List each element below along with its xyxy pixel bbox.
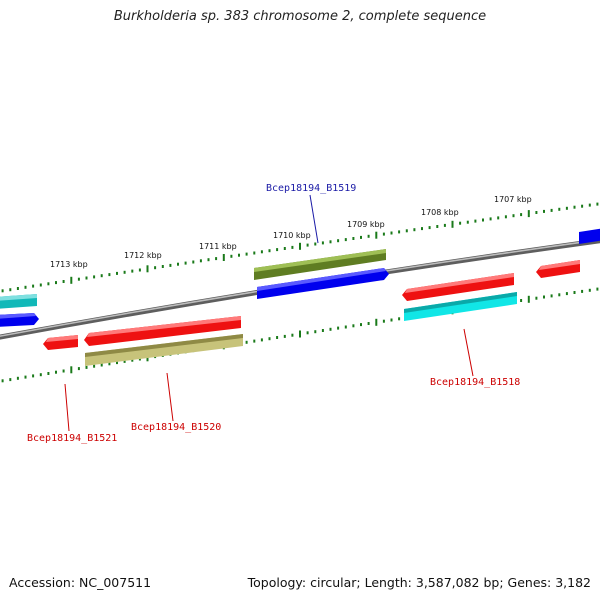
tick-row-upper: [1, 202, 599, 293]
gene-arrow-cyan-b1518[interactable]: [404, 292, 517, 321]
gene-arrow-blue-edge[interactable]: [579, 228, 600, 244]
gene-arrow-blue-b1519[interactable]: [257, 268, 389, 299]
tick-label-1709: 1709 kbp: [347, 220, 385, 229]
tick-label-1712: 1712 kbp: [124, 251, 162, 260]
tick-label-1708: 1708 kbp: [421, 208, 459, 217]
gene-arrow-olive-b1519[interactable]: [254, 249, 386, 280]
leader-b1519: [309, 194, 319, 244]
gene-label-b1519[interactable]: Bcep18194_B1519: [266, 183, 356, 194]
gene-arrow-red-far-right[interactable]: [536, 260, 580, 278]
leader-b1520: [166, 372, 174, 422]
leader-b1521: [64, 383, 70, 432]
gene-arrow-red-b1521[interactable]: [43, 335, 78, 350]
tick-label-1711: 1711 kbp: [199, 242, 237, 251]
leader-b1518: [463, 328, 474, 377]
gene-arrow-red-upper-right[interactable]: [402, 273, 514, 301]
tick-label-1713: 1713 kbp: [50, 260, 88, 269]
tick-label-1707: 1707 kbp: [494, 195, 532, 204]
gene-label-b1520[interactable]: Bcep18194_B1520: [131, 422, 221, 433]
gene-arrow-cyan-left-upper[interactable]: [0, 294, 37, 309]
gene-label-b1518[interactable]: Bcep18194_B1518: [430, 377, 520, 388]
gene-arrow-red-b1520[interactable]: [84, 316, 241, 346]
accession-text: Accession: NC_007511: [9, 575, 152, 590]
map-title: Burkholderia sp. 383 chromosome 2, compl…: [113, 9, 487, 24]
gene-arrow-khaki-b1520[interactable]: [85, 334, 243, 366]
tick-label-1710: 1710 kbp: [273, 231, 311, 240]
topology-summary-text: Topology: circular; Length: 3,587,082 bp…: [247, 575, 591, 590]
gene-arrow-blue-left[interactable]: [0, 313, 39, 327]
gene-label-b1521[interactable]: Bcep18194_B1521: [27, 433, 117, 444]
